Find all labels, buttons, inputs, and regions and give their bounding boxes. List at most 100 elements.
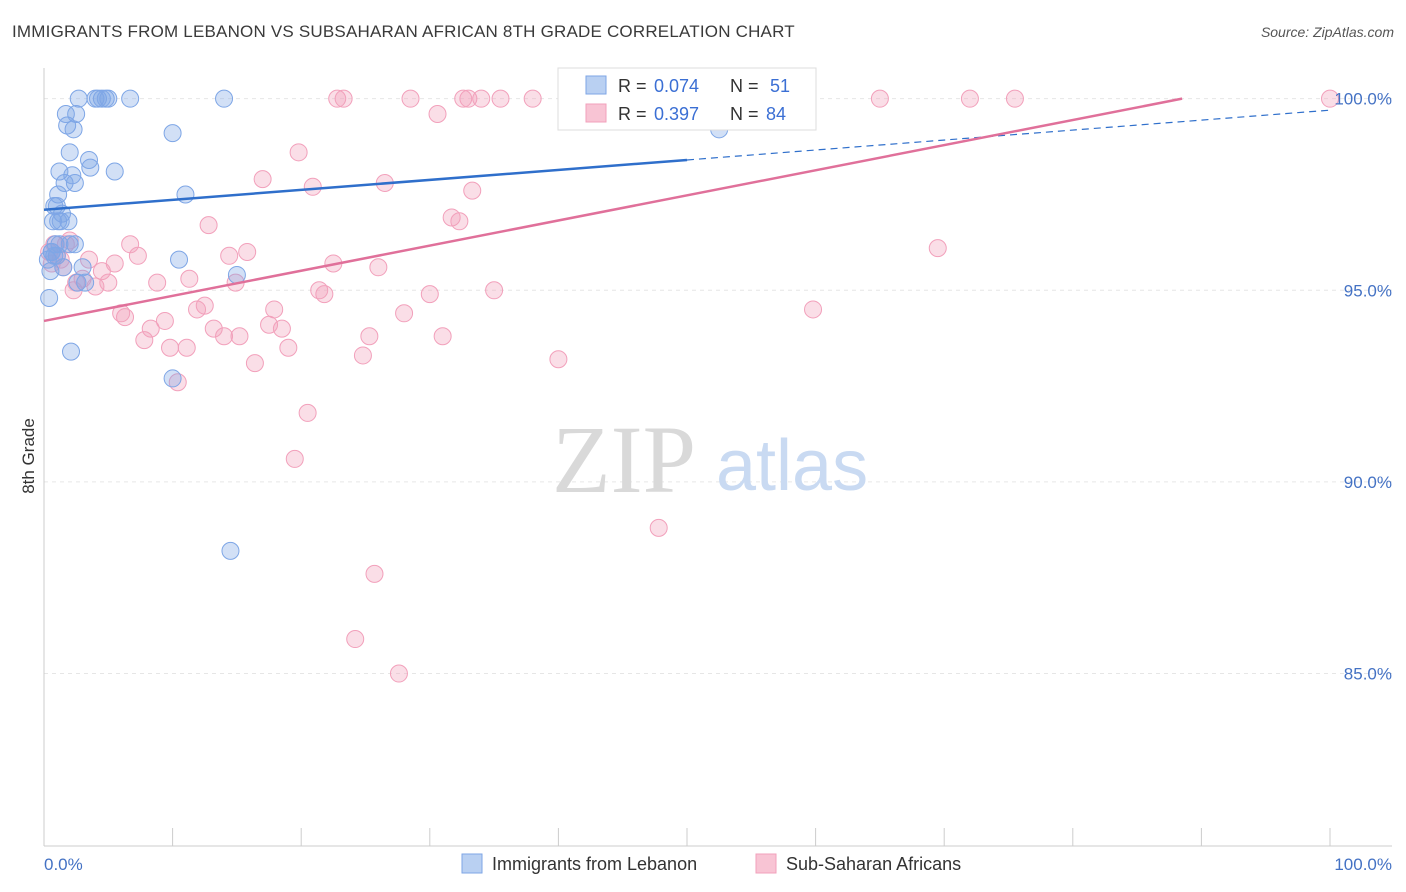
point-subsaharan-60 [401, 89, 420, 108]
point-lebanon-28 [80, 150, 99, 169]
point-lebanon-34 [99, 89, 118, 108]
point-subsaharan-68 [463, 181, 482, 200]
point-lebanon-37 [163, 124, 182, 143]
trend-line-subsaharan [43, 97, 1183, 323]
point-subsaharan-41 [272, 319, 291, 338]
stats-n-label-lebanon: N = [730, 76, 759, 96]
watermark: ZIP atlas [552, 406, 868, 513]
grid-lines [44, 98, 1392, 675]
point-subsaharan-51 [334, 89, 353, 108]
y-tick-label-0: 85.0% [1344, 665, 1392, 684]
point-subsaharan-45 [298, 403, 317, 422]
point-subsaharan-50 [328, 89, 347, 108]
point-lebanon-18 [64, 120, 83, 139]
y-tick-label-3: 100.0% [1334, 90, 1392, 109]
stats-n-value-subsaharan: 84 [766, 104, 786, 124]
point-lebanon-41 [215, 89, 234, 108]
point-subsaharan-31 [204, 319, 223, 338]
point-subsaharan-37 [245, 354, 264, 373]
point-lebanon-38 [170, 250, 189, 269]
point-lebanon-48 [49, 212, 68, 231]
point-subsaharan-24 [161, 338, 180, 357]
point-lebanon-40 [163, 369, 182, 388]
point-lebanon-47 [45, 246, 64, 265]
point-lebanon-0 [40, 288, 59, 307]
tick-labels: 85.0% 90.0% 95.0% 100.0% 0.0% 100.0% [44, 90, 1392, 874]
point-subsaharan-33 [220, 246, 239, 265]
point-subsaharan-32 [215, 327, 234, 346]
point-lebanon-3 [44, 212, 63, 231]
point-subsaharan-63 [433, 327, 452, 346]
point-subsaharan-71 [491, 89, 510, 108]
point-subsaharan-23 [155, 311, 174, 330]
stats-r-label-lebanon: R = [618, 76, 647, 96]
point-subsaharan-36 [238, 242, 257, 261]
chart-source: Source: ZipAtlas.com [1260, 24, 1394, 40]
stats-n-label-subsaharan: N = [730, 104, 759, 124]
axes [43, 68, 1392, 847]
point-subsaharan-22 [148, 273, 167, 292]
point-lebanon-29 [81, 158, 100, 177]
point-lebanon-26 [73, 258, 92, 277]
point-subsaharan-48 [315, 285, 334, 304]
bottom-legend: Immigrants from Lebanon Sub-Saharan Afri… [461, 853, 961, 874]
point-subsaharan-44 [289, 143, 308, 162]
x-tick-label-0: 0.0% [44, 855, 83, 874]
point-subsaharan-30 [199, 216, 218, 235]
point-subsaharan-67 [459, 89, 478, 108]
point-lebanon-14 [59, 212, 78, 231]
point-lebanon-22 [69, 89, 88, 108]
point-lebanon-16 [62, 342, 81, 361]
point-subsaharan-76 [649, 518, 668, 537]
point-subsaharan-56 [369, 258, 388, 277]
point-lebanon-45 [47, 196, 66, 215]
point-subsaharan-14 [99, 273, 118, 292]
point-subsaharan-82 [1005, 89, 1024, 108]
y-tick-label-2: 95.0% [1344, 281, 1392, 300]
point-lebanon-42 [221, 541, 240, 560]
point-subsaharan-61 [420, 285, 439, 304]
stats-r-value-subsaharan: 0.397 [654, 104, 699, 124]
point-lebanon-49 [65, 235, 84, 254]
point-subsaharan-21 [141, 319, 160, 338]
stats-r-value-lebanon: 0.074 [654, 76, 699, 96]
watermark-atlas: atlas [716, 426, 868, 506]
point-lebanon-23 [60, 235, 79, 254]
data-points [38, 89, 1339, 683]
point-lebanon-11 [55, 173, 74, 192]
point-subsaharan-70 [485, 281, 504, 300]
point-lebanon-7 [49, 185, 68, 204]
point-subsaharan-59 [389, 664, 408, 683]
point-subsaharan-72 [523, 89, 542, 108]
point-subsaharan-26 [177, 338, 196, 357]
point-lebanon-20 [67, 104, 86, 123]
point-subsaharan-54 [360, 327, 379, 346]
point-lebanon-27 [76, 273, 95, 292]
stats-n-value-lebanon: 51 [770, 76, 790, 96]
watermark-zip: ZIP [552, 406, 696, 513]
point-subsaharan-78 [804, 300, 823, 319]
point-subsaharan-46 [303, 177, 322, 196]
point-subsaharan-17 [116, 308, 135, 327]
point-subsaharan-38 [253, 170, 272, 189]
point-lebanon-15 [60, 143, 79, 162]
point-subsaharan-42 [279, 338, 298, 357]
point-subsaharan-40 [265, 300, 284, 319]
stats-swatch-lebanon [585, 75, 607, 95]
point-lebanon-35 [105, 162, 124, 181]
point-subsaharan-19 [128, 246, 147, 265]
point-subsaharan-65 [450, 212, 469, 231]
point-subsaharan-81 [960, 89, 979, 108]
point-subsaharan-27 [180, 269, 199, 288]
point-subsaharan-79 [870, 89, 889, 108]
point-lebanon-31 [89, 89, 108, 108]
point-subsaharan-69 [472, 89, 491, 108]
legend-label-lebanon: Immigrants from Lebanon [492, 854, 697, 874]
stats-swatch-subsaharan [585, 103, 607, 123]
point-lebanon-19 [65, 173, 84, 192]
point-lebanon-46 [50, 235, 69, 254]
point-subsaharan-66 [454, 89, 473, 108]
legend-label-subsaharan: Sub-Saharan Africans [786, 854, 961, 874]
point-lebanon-32 [92, 89, 111, 108]
